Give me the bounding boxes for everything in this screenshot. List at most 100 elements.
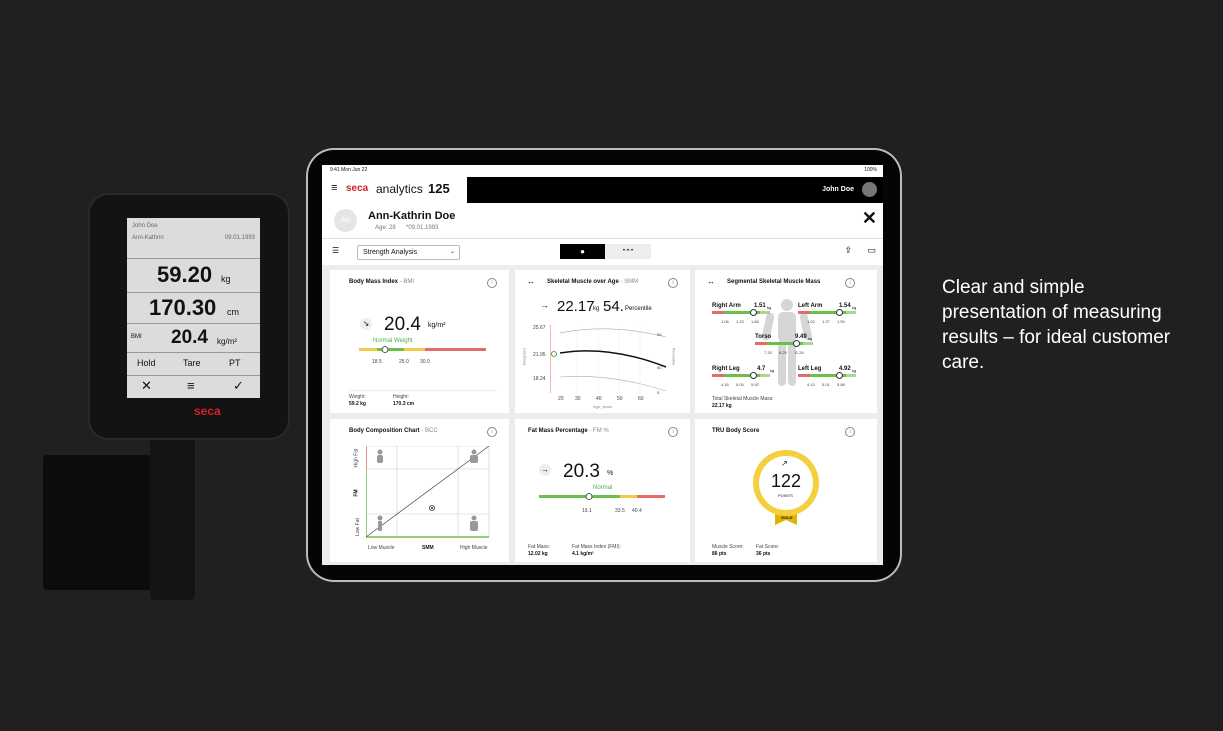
fm-tick: 33.5 bbox=[615, 508, 625, 514]
title-abbr: - BCC bbox=[421, 428, 438, 434]
segment-bar-low bbox=[798, 311, 810, 314]
segment-bar-low bbox=[712, 311, 724, 314]
grid bbox=[366, 446, 490, 537]
screen-header-line: Ann-Kathrin bbox=[132, 235, 164, 241]
footer-label: Muscle Score: bbox=[712, 544, 744, 550]
tare-button[interactable]: Tare bbox=[183, 358, 201, 368]
expand-icon[interactable]: ↔ bbox=[527, 277, 535, 286]
view-dropdown[interactable]: Strength Analysis ⌄ bbox=[357, 245, 460, 260]
info-icon[interactable]: i bbox=[668, 278, 678, 288]
device-brand: seca bbox=[194, 404, 221, 418]
app-version: 125 bbox=[428, 181, 450, 196]
bmi-card: Body Mass Index - BMI i ↘ 20.4 kg/m² Nor… bbox=[330, 270, 509, 413]
segment-unit: kg bbox=[852, 368, 857, 373]
comment-icon[interactable]: ▭ bbox=[867, 245, 876, 255]
range-normal bbox=[377, 348, 404, 351]
segment-name: Left Leg bbox=[798, 366, 822, 372]
card-title: Body Mass Index - BMI bbox=[349, 279, 414, 285]
y-tick-label: 18.24 bbox=[533, 376, 546, 382]
x-tick-label: 50 bbox=[617, 396, 623, 402]
patient-avatar: AK bbox=[334, 209, 357, 232]
segment-marker bbox=[793, 340, 800, 347]
app-product: analytics bbox=[376, 182, 423, 196]
title-text: Skeletal Muscle over Age bbox=[547, 279, 619, 285]
user-name[interactable]: John Doe bbox=[822, 186, 854, 193]
bcc-chart bbox=[366, 446, 490, 538]
y-tick-label: 21.95 bbox=[533, 352, 546, 358]
patient-dob: *09.01.1993 bbox=[406, 225, 439, 231]
body-figure bbox=[762, 299, 812, 386]
divider bbox=[322, 238, 883, 239]
card-divider bbox=[349, 390, 497, 391]
view-dropdown-text: Strength Analysis bbox=[363, 249, 418, 256]
screen-header-line: John Doe bbox=[132, 223, 158, 229]
card-title: Body Composition Chart - BCC bbox=[349, 428, 438, 434]
bmi-row: BMI 20.4 kg/m² bbox=[127, 323, 260, 353]
status-battery: 100% bbox=[864, 167, 877, 173]
bmi-label: BMI bbox=[131, 334, 142, 340]
score-badge: GOLD bbox=[781, 515, 793, 520]
user-avatar[interactable] bbox=[862, 182, 877, 197]
segment-tick: 8.29 bbox=[779, 350, 787, 355]
menu-icon[interactable]: ≡ bbox=[187, 378, 195, 393]
segment-unit: kg bbox=[767, 305, 772, 310]
fm-tick: 40.4 bbox=[632, 508, 642, 514]
range-high bbox=[620, 495, 637, 498]
segment-tick: 1.59 bbox=[837, 319, 845, 324]
segment-bar-low bbox=[712, 374, 724, 377]
footer-value: 4.1 kg/m² bbox=[572, 551, 594, 557]
card-title: Skeletal Muscle over Age - SMM bbox=[547, 279, 638, 285]
median-curve bbox=[559, 350, 667, 368]
share-icon[interactable]: ⇪ bbox=[844, 245, 852, 255]
y-axis-label: Low Fat bbox=[354, 518, 361, 536]
footer-label: Fat Mass: bbox=[528, 544, 550, 550]
weight-unit: kg bbox=[221, 274, 231, 284]
menu-icon[interactable]: ≡ bbox=[331, 182, 338, 194]
bmi-marker bbox=[381, 346, 389, 353]
cancel-icon[interactable]: ✕ bbox=[141, 378, 152, 393]
segment-marker bbox=[836, 309, 843, 316]
view-toggle-trend[interactable]: •·•·• bbox=[605, 244, 651, 259]
fm-unit: % bbox=[607, 470, 614, 477]
segment-unit: kg bbox=[852, 305, 857, 310]
tablet-screen: 9:41 Mon Jun 22 100% ≡ seca analytics 12… bbox=[322, 165, 883, 565]
footer-value: 59.2 kg bbox=[349, 401, 366, 407]
footer-value: 36 pts bbox=[756, 551, 771, 557]
app-bar-dark bbox=[467, 177, 883, 203]
pt-button[interactable]: PT bbox=[229, 358, 241, 368]
confirm-icon[interactable]: ✓ bbox=[233, 378, 244, 393]
list-icon[interactable]: ☰ bbox=[332, 246, 340, 255]
footer-label: Fat Mass Index (FMI): bbox=[572, 544, 621, 550]
icon-row: ✕ ≡ ✓ bbox=[127, 375, 260, 398]
bmi-unit: kg/m² bbox=[428, 322, 446, 329]
footer-value: 22.17 kg bbox=[712, 403, 732, 409]
bmi-value: 20.4 bbox=[384, 314, 421, 335]
score-unit: POINTS bbox=[778, 493, 793, 498]
patient-age: Age: 28 bbox=[375, 225, 396, 231]
info-icon[interactable]: i bbox=[845, 278, 855, 288]
hold-button[interactable]: Hold bbox=[137, 358, 156, 368]
y2-tick-label: 50. bbox=[657, 365, 663, 370]
segment-marker bbox=[750, 309, 757, 316]
segment-value: 9.49 bbox=[795, 334, 807, 340]
info-icon[interactable]: i bbox=[668, 427, 678, 437]
y-tick-label: 25.67 bbox=[533, 325, 546, 331]
segment-bar-normal bbox=[724, 374, 760, 377]
view-toggle-single[interactable]: ● bbox=[560, 244, 605, 259]
screen-header: John Doe Ann-Kathrin 09.01.1993 bbox=[127, 218, 260, 259]
status-time: 9:41 Mon Jun 22 bbox=[330, 167, 368, 173]
info-icon[interactable]: i bbox=[487, 278, 497, 288]
close-button[interactable]: ✕ bbox=[861, 208, 877, 228]
trend-arrow: → bbox=[539, 464, 551, 476]
info-icon[interactable]: i bbox=[487, 427, 497, 437]
bmi-tick: 25.0 bbox=[399, 359, 409, 365]
height-row: 170.30 cm bbox=[127, 292, 260, 324]
bcc-card: Body Composition Chart - BCC i bbox=[330, 419, 509, 562]
segment-bar-normal bbox=[810, 374, 846, 377]
info-icon[interactable]: i bbox=[845, 427, 855, 437]
expand-icon[interactable]: ↔ bbox=[707, 277, 715, 286]
segment-name: Torso bbox=[755, 334, 772, 340]
segment-marker bbox=[836, 372, 843, 379]
bmi-tick: 30.0 bbox=[420, 359, 430, 365]
